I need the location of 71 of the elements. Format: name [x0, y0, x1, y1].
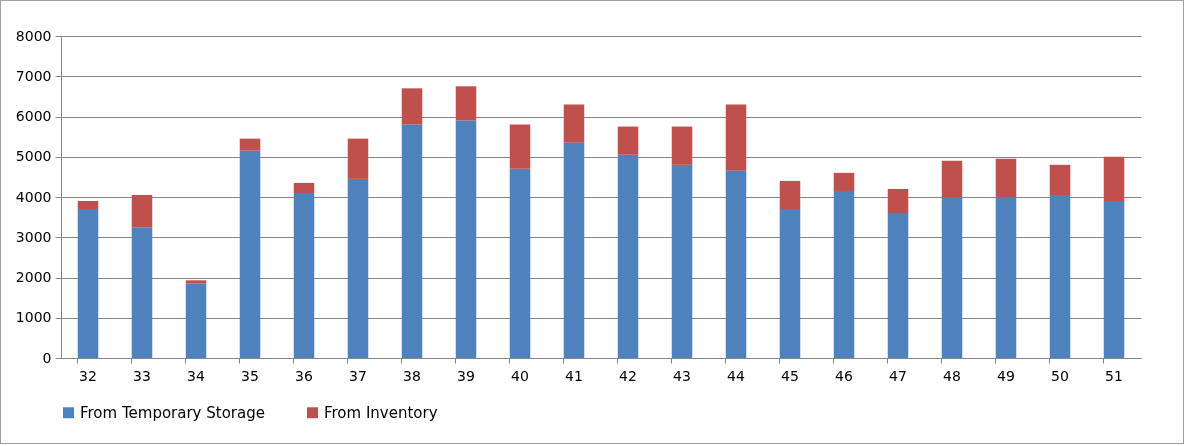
bar — [131, 227, 153, 358]
x-tick-label: 38 — [403, 367, 421, 384]
x-tick-label: 41 — [565, 367, 583, 384]
bar — [401, 88, 423, 125]
y-tick-label: 6000 — [15, 108, 52, 124]
bar — [725, 170, 747, 358]
bar — [185, 283, 207, 358]
x-tick-label: 48 — [943, 367, 961, 384]
bar — [509, 168, 531, 358]
bar — [995, 158, 1017, 197]
x-tick-label: 46 — [835, 367, 853, 384]
x-tick-label: 40 — [511, 367, 529, 384]
x-tick-label: 47 — [889, 367, 907, 384]
bar — [617, 154, 639, 358]
bar — [77, 201, 99, 210]
bar — [131, 194, 153, 228]
bar — [617, 126, 639, 155]
x-tick-label: 35 — [241, 367, 259, 384]
bar — [347, 138, 369, 179]
bar — [671, 126, 693, 165]
bar — [995, 197, 1017, 358]
bar — [509, 124, 531, 169]
x-tick-label: 39 — [457, 367, 475, 384]
y-tick-label: 5000 — [15, 148, 52, 165]
x-tick-label: 37 — [349, 367, 367, 384]
bar — [239, 138, 261, 151]
bar — [887, 213, 909, 358]
x-tick-label: 42 — [619, 367, 637, 384]
bar — [833, 172, 855, 191]
x-tick-label: 34 — [187, 367, 205, 384]
bar — [941, 197, 963, 358]
bar — [1103, 156, 1125, 202]
bar — [77, 209, 99, 358]
bar — [887, 188, 909, 214]
legend-label: From Inventory — [324, 403, 438, 422]
y-tick-label: 0 — [42, 349, 52, 366]
bar — [239, 150, 261, 358]
x-tick-label: 36 — [295, 367, 313, 384]
y-tick-label: 1000 — [15, 309, 52, 326]
x-tick-label: 33 — [133, 367, 151, 384]
bar — [401, 124, 423, 358]
bar — [455, 120, 477, 358]
x-tick-label: 44 — [727, 367, 745, 384]
bar — [455, 86, 477, 121]
bar — [563, 142, 585, 358]
y-tick-label: 2000 — [15, 269, 52, 285]
bar — [347, 178, 369, 358]
y-tick-label: 3000 — [15, 228, 52, 245]
bar — [293, 182, 315, 193]
bar — [293, 192, 315, 358]
y-tick-label: 8000 — [15, 27, 52, 44]
bar — [185, 280, 207, 284]
bar — [563, 104, 585, 143]
x-tick-label: 32 — [79, 367, 97, 384]
bar — [1049, 164, 1071, 195]
bar — [1049, 194, 1071, 358]
x-tick-label: 45 — [781, 367, 799, 384]
bar — [779, 180, 801, 210]
x-tick-label: 50 — [1051, 367, 1069, 384]
x-tick-label: 49 — [997, 367, 1015, 384]
bar — [941, 160, 963, 197]
bar — [779, 209, 801, 358]
legend-label: From Temporary Storage — [80, 403, 265, 422]
x-tick-label: 43 — [673, 367, 691, 384]
bar — [1103, 201, 1125, 358]
bar — [671, 164, 693, 358]
x-tick-label: 51 — [1105, 367, 1123, 384]
bar — [725, 104, 747, 171]
bar — [833, 190, 855, 358]
y-tick-label: 4000 — [15, 188, 52, 205]
y-tick-label: 7000 — [15, 67, 52, 84]
